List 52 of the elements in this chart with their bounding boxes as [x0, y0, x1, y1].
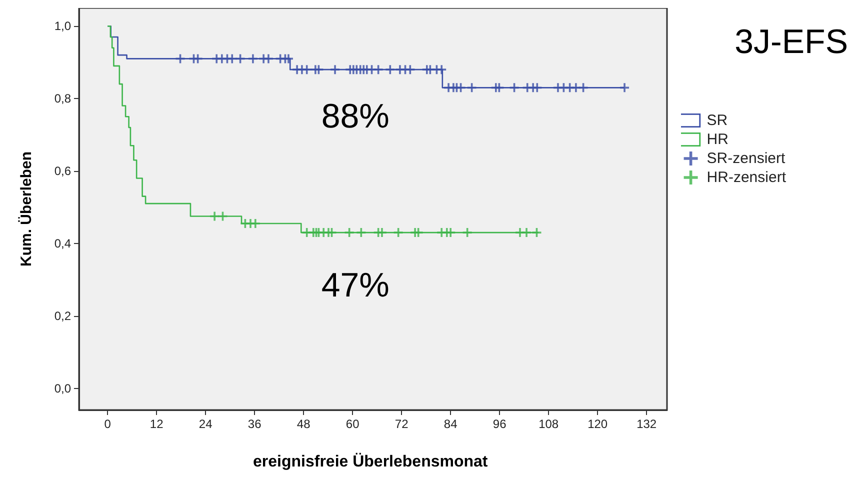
point [414, 228, 423, 238]
point [532, 228, 542, 238]
point [302, 65, 312, 74]
legend-label: SR [706, 112, 728, 129]
y-tick-label: 0,8 [54, 92, 72, 106]
y-tick-label: 0,6 [54, 164, 72, 178]
point [620, 83, 630, 92]
x-axis-title: ereignisfreie Überlebensmonat [253, 452, 488, 470]
x-tick-label: 72 [394, 417, 409, 431]
point [522, 228, 532, 238]
legend-label: HR [706, 131, 729, 148]
y-axis-title: Kum. Überleben [18, 151, 35, 267]
point [446, 228, 456, 238]
x-tick-label: 36 [248, 417, 262, 431]
x-tick-label: 132 [636, 417, 657, 431]
y-tick-label: 0,4 [54, 236, 72, 250]
y-tick-label: 0,2 [54, 308, 72, 323]
point [437, 65, 446, 74]
point [386, 65, 395, 74]
point [406, 65, 415, 74]
legend-label: SR-zensiert [706, 150, 786, 167]
point [356, 228, 366, 238]
x-tick-label: 0 [104, 417, 112, 431]
annotation: 88% [321, 98, 390, 136]
point [210, 212, 220, 221]
point [374, 65, 383, 74]
annotation: 47% [321, 266, 390, 304]
point [571, 83, 580, 92]
point [250, 218, 260, 228]
point [344, 228, 354, 238]
point [248, 54, 258, 64]
text: 3J-EFS [734, 23, 848, 61]
point [314, 65, 324, 74]
point [462, 228, 472, 238]
point [394, 228, 403, 238]
x-tick-label: 12 [150, 417, 164, 431]
y-tick-label: 0,0 [54, 381, 72, 396]
y-tick-label: 1,0 [54, 19, 72, 34]
legend-label: HR-zensiert [706, 169, 787, 186]
x-tick-label: 24 [198, 417, 213, 431]
point [327, 228, 336, 238]
x-tick-label: 96 [492, 417, 507, 431]
x-tick-label: 60 [346, 417, 360, 431]
x-tick-label: 108 [538, 417, 559, 431]
point [264, 54, 273, 64]
point [228, 54, 237, 64]
point [377, 228, 386, 238]
x-tick-label: 48 [296, 417, 311, 431]
point [330, 65, 340, 74]
point [284, 54, 293, 64]
x-tick-label: 84 [444, 417, 458, 431]
x-tick-label: 120 [588, 417, 608, 431]
